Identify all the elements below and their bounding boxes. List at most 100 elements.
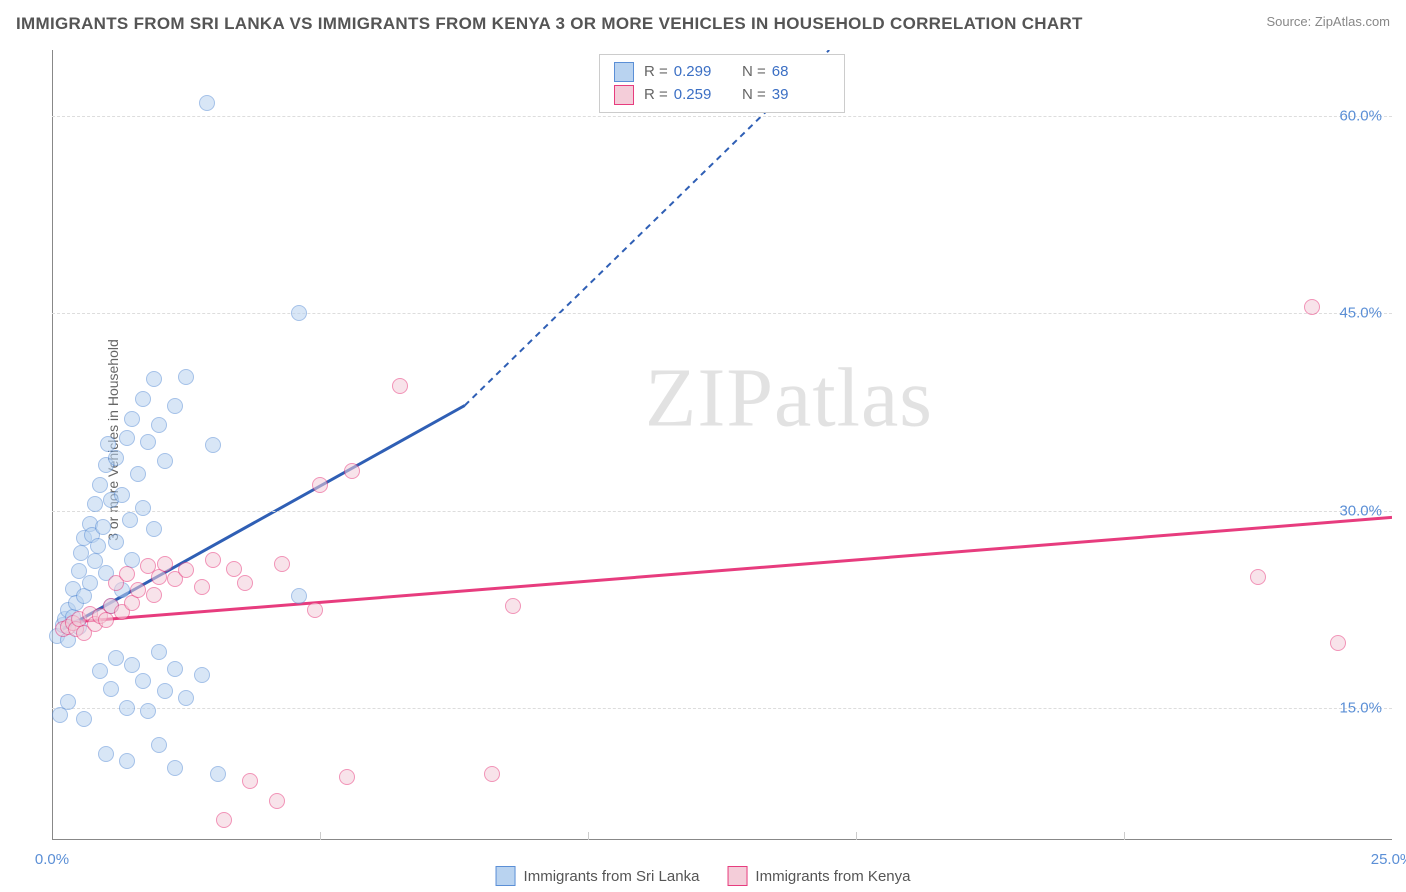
data-point	[205, 552, 221, 568]
data-point	[119, 753, 135, 769]
data-point	[194, 667, 210, 683]
data-point	[151, 644, 167, 660]
data-point	[178, 562, 194, 578]
swatch-series-1	[614, 62, 634, 82]
legend-item-2: Immigrants from Kenya	[727, 866, 910, 886]
data-point	[130, 582, 146, 598]
data-point	[135, 673, 151, 689]
grid-line-h	[52, 116, 1392, 117]
data-point	[103, 681, 119, 697]
data-point	[339, 769, 355, 785]
legend-label-1: Immigrants from Sri Lanka	[524, 868, 700, 885]
x-tick-label: 25.0%	[1371, 851, 1406, 868]
data-point	[199, 95, 215, 111]
data-point	[108, 650, 124, 666]
data-point	[119, 430, 135, 446]
data-point	[130, 466, 146, 482]
x-axis	[52, 839, 1392, 840]
data-point	[269, 793, 285, 809]
data-point	[291, 588, 307, 604]
watermark: ZIPatlas	[645, 349, 933, 446]
y-tick-label: 30.0%	[1339, 502, 1382, 519]
data-point	[124, 657, 140, 673]
plot-region: ZIPatlas R = 0.299 N = 68 R = 0.259 N = …	[52, 50, 1392, 840]
data-point	[1304, 299, 1320, 315]
data-point	[205, 437, 221, 453]
data-point	[307, 602, 323, 618]
data-point	[146, 521, 162, 537]
data-point	[1330, 635, 1346, 651]
r-label: R =	[644, 61, 668, 84]
n-value-1: 68	[772, 61, 789, 84]
data-point	[140, 703, 156, 719]
data-point	[505, 598, 521, 614]
data-point	[90, 538, 106, 554]
data-point	[98, 612, 114, 628]
data-point	[146, 587, 162, 603]
y-tick-label: 15.0%	[1339, 700, 1382, 717]
y-axis	[52, 50, 53, 840]
data-point	[157, 683, 173, 699]
chart-title: IMMIGRANTS FROM SRI LANKA VS IMMIGRANTS …	[16, 14, 1083, 34]
x-tick-mark	[588, 832, 589, 840]
data-point	[76, 711, 92, 727]
data-point	[100, 436, 116, 452]
data-point	[108, 534, 124, 550]
data-point	[87, 496, 103, 512]
data-point	[146, 371, 162, 387]
r-label: R =	[644, 84, 668, 107]
data-point	[92, 663, 108, 679]
data-point	[108, 450, 124, 466]
y-tick-label: 45.0%	[1339, 305, 1382, 322]
data-point	[167, 760, 183, 776]
data-point	[124, 411, 140, 427]
swatch-series-2	[727, 866, 747, 886]
n-label: N =	[742, 61, 766, 84]
data-point	[140, 434, 156, 450]
data-point	[122, 512, 138, 528]
data-point	[210, 766, 226, 782]
data-point	[216, 812, 232, 828]
data-point	[92, 477, 108, 493]
data-point	[1250, 569, 1266, 585]
data-point	[291, 305, 307, 321]
data-point	[119, 700, 135, 716]
data-point	[95, 519, 111, 535]
n-value-2: 39	[772, 84, 789, 107]
data-point	[392, 378, 408, 394]
data-point	[167, 398, 183, 414]
data-point	[312, 477, 328, 493]
data-point	[151, 417, 167, 433]
trend-lines	[52, 50, 1392, 840]
x-tick-mark	[856, 832, 857, 840]
data-point	[344, 463, 360, 479]
data-point	[157, 556, 173, 572]
data-point	[151, 737, 167, 753]
x-tick-mark	[320, 832, 321, 840]
data-point	[52, 707, 68, 723]
data-point	[135, 391, 151, 407]
grid-line-h	[52, 313, 1392, 314]
data-point	[119, 566, 135, 582]
legend-stats-row: R = 0.299 N = 68	[614, 61, 830, 84]
data-point	[242, 773, 258, 789]
legend-stats-row: R = 0.259 N = 39	[614, 84, 830, 107]
x-tick-mark	[1124, 832, 1125, 840]
swatch-series-1	[496, 866, 516, 886]
swatch-series-2	[614, 85, 634, 105]
data-point	[82, 575, 98, 591]
data-point	[135, 500, 151, 516]
data-point	[167, 661, 183, 677]
data-point	[194, 579, 210, 595]
chart-area: ZIPatlas R = 0.299 N = 68 R = 0.259 N = …	[52, 50, 1392, 840]
y-tick-label: 60.0%	[1339, 107, 1382, 124]
grid-line-h	[52, 708, 1392, 709]
data-point	[226, 561, 242, 577]
x-tick-label: 0.0%	[35, 851, 69, 868]
data-point	[98, 746, 114, 762]
r-value-2: 0.259	[674, 84, 712, 107]
data-point	[157, 453, 173, 469]
n-label: N =	[742, 84, 766, 107]
data-point	[484, 766, 500, 782]
data-point	[274, 556, 290, 572]
